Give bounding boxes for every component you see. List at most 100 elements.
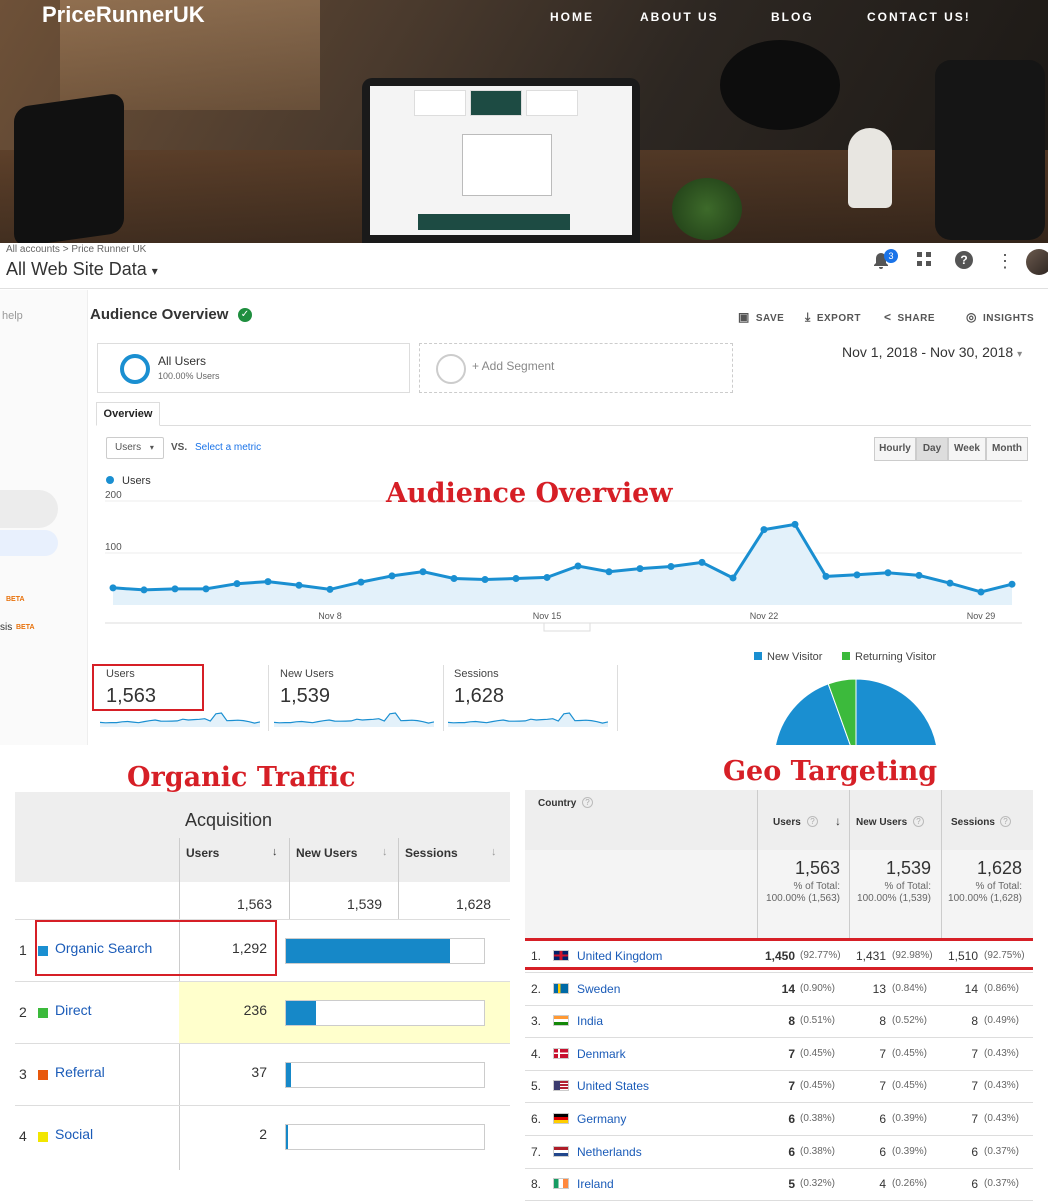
data-point[interactable] — [915, 571, 923, 579]
sidebar-item-selected[interactable] — [0, 530, 58, 556]
sort-desc-icon[interactable]: ↓ — [835, 814, 841, 828]
country-link[interactable]: United Kingdom — [577, 949, 663, 963]
granularity-hourly[interactable]: Hourly — [874, 437, 916, 461]
table-row[interactable]: 5. United States 7 (0.45%) 7 (0.45%) 7 (0.43%) — [525, 1070, 1033, 1104]
country-link[interactable]: Netherlands — [577, 1144, 642, 1159]
table-row[interactable]: 3 Referral 37 — [15, 1043, 510, 1105]
data-point[interactable] — [760, 526, 768, 534]
channel-link[interactable]: Direct — [55, 1002, 92, 1018]
channel-link[interactable]: Social — [55, 1126, 94, 1142]
sidebar-item-label[interactable]: sis — [0, 622, 13, 633]
col-sessions[interactable]: Sessions — [405, 846, 458, 860]
data-point[interactable] — [388, 572, 396, 580]
save-button[interactable]: ▣ SAVE — [738, 310, 784, 324]
data-point[interactable] — [636, 565, 644, 573]
data-point[interactable] — [171, 585, 179, 593]
table-row[interactable]: 1 Organic Search 1,292 — [15, 919, 510, 981]
property-selector[interactable]: All Web Site Data ▾ — [6, 259, 158, 280]
help-icon[interactable]: ? — [955, 251, 973, 274]
sidebar-item-active[interactable] — [0, 490, 58, 528]
add-segment-button[interactable]: + Add Segment — [419, 343, 733, 393]
table-row[interactable]: 3. India 8 (0.51%) 8 (0.52%) 8 (0.49%) — [525, 1005, 1033, 1039]
table-row[interactable]: 2. Sweden 14 (0.90%) 13 (0.84%) 14 (0.86%) — [525, 973, 1033, 1006]
data-point[interactable] — [698, 558, 706, 566]
data-point[interactable] — [326, 585, 334, 593]
data-point[interactable] — [357, 578, 365, 586]
pie-slice[interactable] — [827, 678, 857, 745]
sort-icon[interactable]: ↓ — [491, 846, 497, 858]
data-point[interactable] — [264, 578, 272, 586]
help-icon[interactable]: ? — [582, 797, 593, 808]
sort-desc-icon[interactable]: ↓ — [272, 846, 278, 858]
data-point[interactable] — [233, 580, 241, 588]
table-row[interactable]: 6. Germany 6 (0.38%) 6 (0.39%) 7 (0.43%) — [525, 1103, 1033, 1136]
nav-home-link[interactable]: HOME — [550, 10, 594, 24]
share-button[interactable]: < SHARE — [884, 310, 935, 324]
data-point[interactable] — [295, 581, 303, 589]
insights-button[interactable]: ◎ INSIGHTS — [966, 310, 1034, 324]
tab-overview[interactable]: Overview — [96, 402, 160, 426]
col-sessions[interactable]: Sessions — [951, 817, 995, 828]
data-point[interactable] — [822, 572, 830, 580]
data-point[interactable] — [140, 586, 148, 594]
data-point[interactable] — [667, 563, 675, 571]
data-point[interactable] — [202, 585, 210, 593]
country-link[interactable]: Germany — [577, 1112, 627, 1126]
channel-link[interactable]: Referral — [55, 1064, 105, 1080]
table-row[interactable]: 7. Netherlands 6 (0.38%) 6 (0.39%) 6 (0.37%) — [525, 1136, 1033, 1169]
date-range-picker[interactable]: Nov 1, 2018 - Nov 30, 2018 ▾ — [842, 344, 1022, 360]
nav-contact-link[interactable]: CONTACT US! — [867, 10, 971, 24]
nav-about-link[interactable]: ABOUT US — [640, 10, 719, 24]
help-icon[interactable]: ? — [807, 816, 818, 827]
data-point[interactable] — [574, 562, 582, 570]
scorecard-sessions[interactable]: Sessions 1,628 — [436, 663, 608, 735]
country-link[interactable]: United States — [577, 1079, 650, 1094]
site-logo[interactable]: PriceRunnerUK — [42, 2, 205, 27]
table-row[interactable]: 4. Denmark 7 (0.45%) 7 (0.45%) 7 (0.43%) — [525, 1038, 1033, 1071]
data-point[interactable] — [481, 576, 489, 584]
col-new-users[interactable]: New Users — [296, 846, 358, 860]
data-point[interactable] — [543, 573, 551, 581]
nav-blog-link[interactable]: BLOG — [771, 10, 814, 24]
help-icon[interactable]: ? — [913, 816, 924, 827]
export-button[interactable]: ⤓ EXPORT — [805, 310, 861, 325]
select-metric-link[interactable]: Select a metric — [195, 442, 262, 453]
segment-all-users[interactable]: All Users 100.00% Users — [97, 343, 410, 393]
data-point[interactable] — [1008, 580, 1016, 588]
col-users[interactable]: Users — [186, 846, 220, 860]
avatar[interactable] — [1026, 249, 1048, 275]
col-users[interactable]: Users — [773, 817, 801, 828]
scorecard-new-users[interactable]: New Users 1,539 — [262, 663, 434, 735]
country-link[interactable]: Ireland — [577, 1177, 614, 1192]
col-new-users[interactable]: New Users — [856, 817, 908, 828]
granularity-month[interactable]: Month — [986, 437, 1028, 461]
help-icon[interactable]: ? — [1000, 816, 1011, 827]
data-point[interactable] — [419, 568, 427, 576]
data-point[interactable] — [884, 569, 892, 577]
breadcrumb[interactable]: All accounts > Price Runner UK — [6, 244, 147, 255]
table-row[interactable]: 8. Ireland 5 (0.32%) 4 (0.26%) 6 (0.37%) — [525, 1168, 1033, 1201]
table-row[interactable]: 2 Direct 236 — [15, 981, 510, 1043]
data-point[interactable] — [946, 579, 954, 587]
table-row[interactable]: 4 Social 2 — [15, 1105, 510, 1167]
metric-dropdown[interactable]: Users ▾ — [106, 437, 164, 459]
sidebar-help-text[interactable]: help — [2, 310, 23, 322]
country-link[interactable]: India — [577, 1014, 604, 1029]
data-point[interactable] — [450, 574, 458, 582]
channel-link[interactable]: Organic Search — [55, 940, 153, 956]
table-row[interactable]: 1. United Kingdom 1,450 (92.77%) 1,431 (92.98… — [525, 940, 1033, 973]
data-point[interactable] — [512, 574, 520, 582]
data-point[interactable] — [791, 520, 799, 528]
data-point[interactable] — [109, 584, 117, 592]
sort-icon[interactable]: ↓ — [382, 846, 388, 858]
more-vert-icon[interactable]: ⋮ — [996, 251, 1014, 271]
data-point[interactable] — [605, 568, 613, 576]
granularity-week[interactable]: Week — [948, 437, 986, 461]
country-link[interactable]: Denmark — [577, 1046, 626, 1061]
data-point[interactable] — [729, 574, 737, 582]
granularity-day[interactable]: Day — [916, 437, 948, 461]
data-point[interactable] — [853, 571, 861, 579]
apps-grid-icon[interactable] — [916, 251, 932, 272]
scorecard-users[interactable]: Users 1,563 — [88, 663, 260, 735]
col-country[interactable]: Country — [538, 798, 577, 809]
